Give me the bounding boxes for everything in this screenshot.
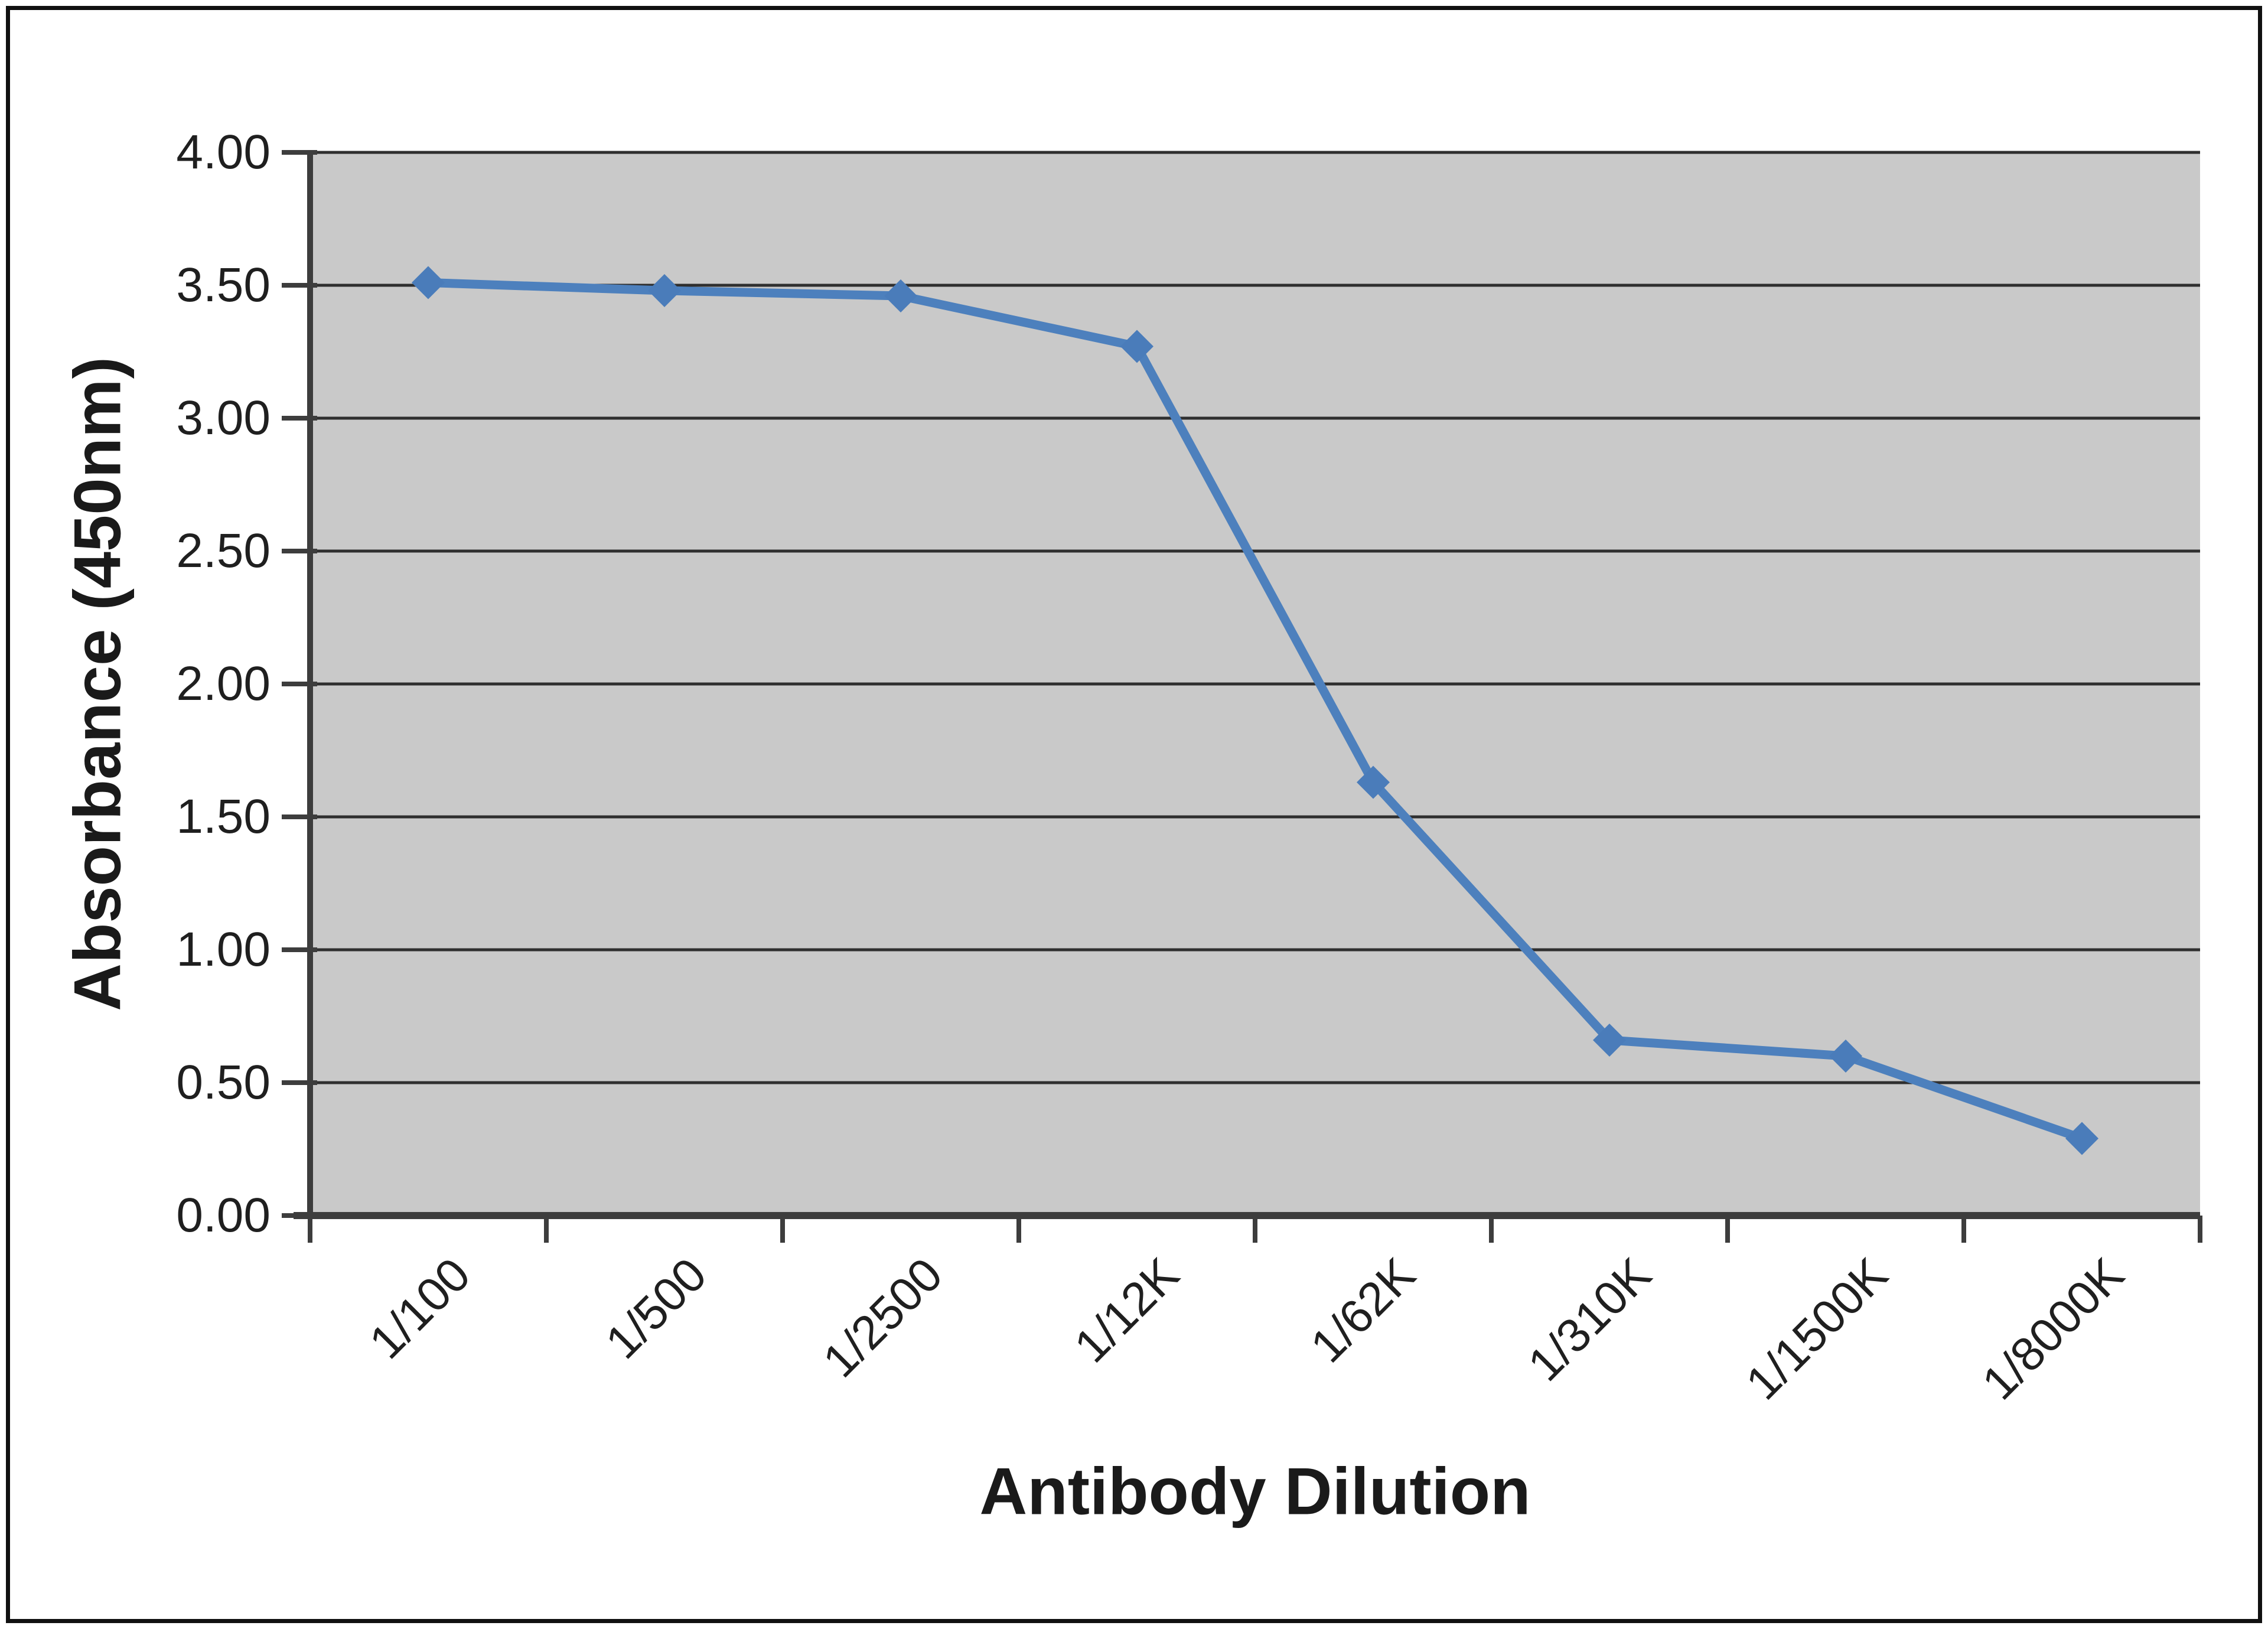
y-tick-label: 3.50 [176,258,271,312]
data-point-marker [1829,1040,1862,1073]
data-point-marker [1593,1024,1626,1057]
y-axis-title: Absorbance (450nm) [60,357,135,1011]
y-tick-label: 2.50 [176,524,271,578]
y-tick-label: 1.50 [176,790,271,843]
data-point-marker [884,279,917,312]
data-point-marker [1357,765,1390,799]
data-point-marker [1120,330,1153,363]
y-tick-label: 3.00 [176,391,271,445]
y-tick-label: 0.00 [176,1188,271,1242]
y-tick-label: 4.00 [176,125,271,179]
y-tick-label: 2.00 [176,657,271,711]
y-tick-label: 0.50 [176,1055,271,1109]
data-series-line [428,278,2084,1143]
data-point-marker [648,274,681,307]
x-axis-title: Antibody Dilution [979,1454,1531,1529]
y-tick-label: 1.00 [176,923,271,976]
data-point-marker [2065,1122,2098,1155]
data-point-marker [412,266,445,299]
